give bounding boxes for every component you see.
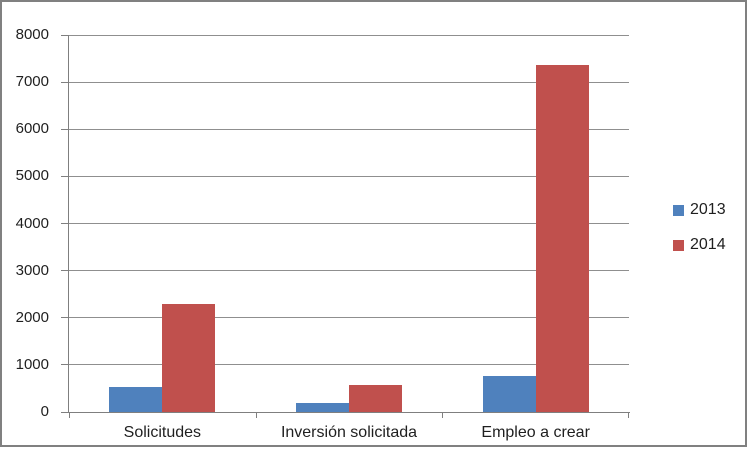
y-axis-label-8000: 8000 (15, 26, 49, 43)
y-axis-label-7000: 7000 (15, 73, 49, 91)
x-axis-tick-3 (628, 413, 629, 418)
y-axis-label-3000: 3000 (15, 261, 49, 279)
gridline-5000 (69, 175, 629, 177)
legend-label-2013: 2013 (690, 201, 726, 218)
x-axis-label-inversion-solicitada: Inversión solicitada (280, 424, 418, 441)
bar-2013-inversion-solicitada (296, 402, 349, 412)
legend-item-2013: 2013 (673, 202, 726, 218)
gridline-6000 (69, 128, 629, 130)
legend: 2013 2014 (673, 202, 726, 272)
y-axis-tick-4000 (61, 223, 68, 224)
x-axis-tick-1 (255, 413, 257, 418)
y-axis-label-0: 0 (40, 403, 49, 420)
bar-2014-solicitudes (162, 303, 216, 412)
gridline-3000 (69, 270, 629, 272)
gridline-8000 (69, 34, 629, 36)
y-axis-label-5000: 5000 (15, 167, 49, 185)
y-axis-tick-8000 (61, 34, 68, 36)
gridline-4000 (69, 223, 629, 224)
y-axis-tick-2000 (61, 317, 68, 319)
y-axis-label-4000: 4000 (15, 214, 49, 232)
legend-label-2014: 2014 (690, 236, 726, 253)
x-axis-label-empleo-a-crear: Empleo a crear (481, 424, 590, 441)
x-axis-label-solicitudes: Solicitudes (123, 424, 202, 441)
y-axis-label-6000: 6000 (15, 120, 49, 138)
gridline-2000 (69, 317, 629, 319)
legend-swatch-2013 (673, 204, 684, 216)
bar-2014-inversion-solicitada (349, 384, 402, 412)
gridline-1000 (69, 364, 629, 366)
x-axis-tick-2 (442, 413, 444, 418)
x-axis-tick-0 (69, 413, 70, 418)
y-axis-tick-6000 (61, 128, 68, 130)
bar-2014-empleo-a-crear (535, 64, 589, 412)
bar-2013-solicitudes (109, 387, 163, 412)
y-axis-tick-3000 (61, 270, 68, 272)
y-axis-line (68, 35, 69, 413)
y-axis-label-1000: 1000 (15, 355, 49, 373)
y-axis-label-2000: 2000 (15, 308, 49, 326)
bar-2013-empleo-a-crear (482, 376, 536, 412)
y-axis-tick-7000 (61, 81, 68, 83)
y-axis-tick-0 (61, 411, 68, 413)
legend-swatch-2014 (673, 239, 684, 251)
y-axis-tick-5000 (61, 175, 68, 177)
gridline-7000 (69, 81, 629, 83)
y-axis-tick-1000 (61, 364, 68, 366)
x-axis-line (68, 412, 630, 413)
plot-area (61, 34, 630, 418)
legend-item-2014: 2014 (673, 237, 726, 253)
